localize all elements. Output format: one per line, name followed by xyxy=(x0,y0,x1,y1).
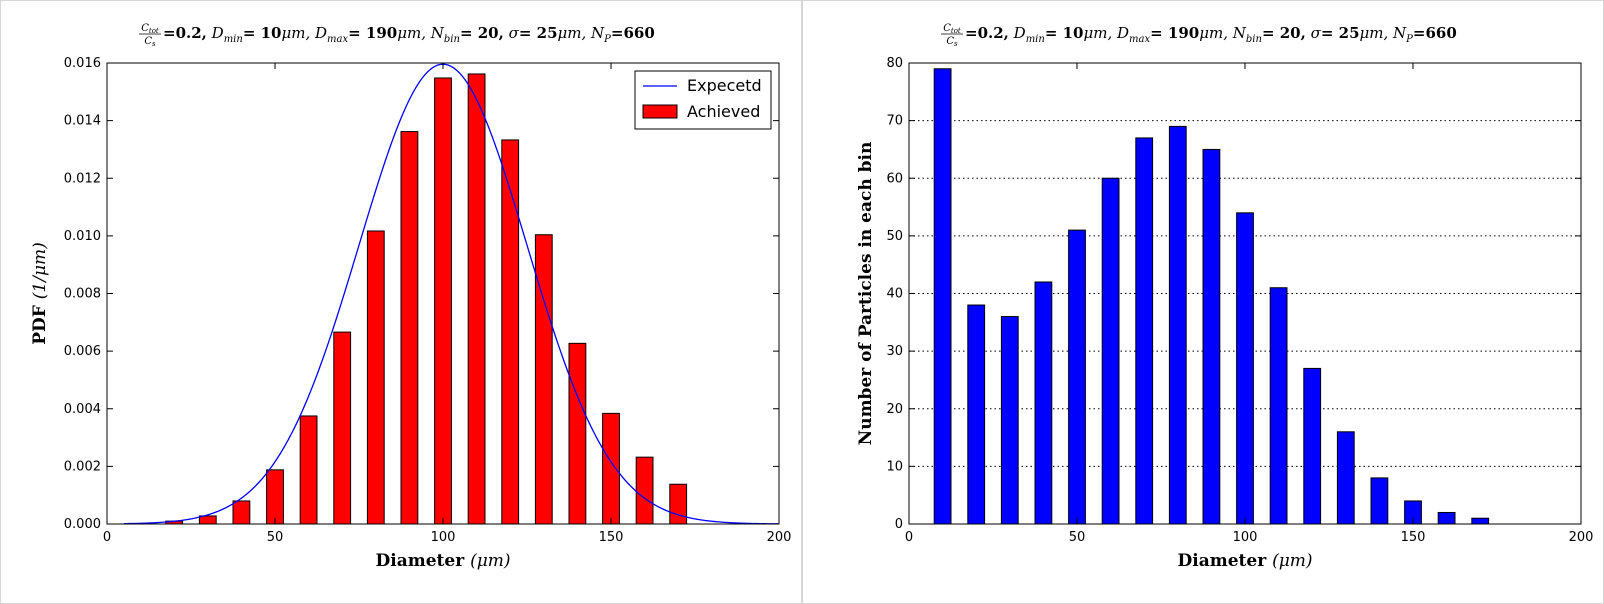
legend-box xyxy=(634,70,772,130)
y-tick-label: 0.004 xyxy=(64,402,101,417)
title-text: =0.2, Dmin= 10μm, Dmax= 190μm, Nbin= 20,… xyxy=(965,24,1457,45)
title-fraction-numerator: Ctot xyxy=(943,23,961,35)
y-axis-label: Number of Particles in each bin xyxy=(856,142,876,446)
title-fraction-denominator: Cs xyxy=(946,36,958,48)
bar xyxy=(1303,367,1322,525)
legend-label-expected: Expecetd xyxy=(687,76,762,95)
title-text: =0.2, Dmin= 10μm, Dmax= 190μm, Nbin= 20,… xyxy=(163,24,655,45)
y-tick-label: 0.008 xyxy=(64,287,101,302)
bar xyxy=(467,73,486,525)
bar xyxy=(602,412,620,525)
x-tick-label: 200 xyxy=(767,530,792,545)
bar xyxy=(1034,281,1053,525)
y-tick-label: 50 xyxy=(886,229,903,244)
y-tick-label: 0.012 xyxy=(64,171,101,186)
bar xyxy=(299,415,318,525)
expected-curve xyxy=(123,63,780,525)
y-tick-label: 0.000 xyxy=(64,517,101,532)
legend: Expecetd Achieved xyxy=(634,70,772,130)
bar xyxy=(1168,125,1187,525)
bar xyxy=(568,342,587,525)
x-tick-label: 50 xyxy=(267,530,284,545)
bar xyxy=(534,234,553,525)
bar xyxy=(266,469,284,525)
bar xyxy=(669,483,688,525)
y-tick-label: 20 xyxy=(886,402,903,417)
y-tick-label: 0 xyxy=(895,517,903,532)
pdf-chart: 0 50 100 150 200 0.000 0.002 0.004 0.006 0.008 0.0… xyxy=(30,23,792,571)
title-fraction-denominator: Cs xyxy=(144,36,156,48)
y-tick-label: 0.002 xyxy=(64,459,101,474)
count-chart-panel: 0 50 100 150 200 0 10 20 30 40 50 60 70 80 Diameter (μ… xyxy=(802,0,1604,604)
x-axis-label: Diameter (μm) xyxy=(1178,551,1313,571)
bar xyxy=(1437,511,1456,525)
x-tick-label: 0 xyxy=(905,530,913,545)
bars xyxy=(165,73,688,525)
bar xyxy=(434,77,452,525)
y-tick-label: 10 xyxy=(886,459,903,474)
y-tick-label: 70 xyxy=(886,114,903,129)
bar xyxy=(967,304,986,525)
bar xyxy=(501,139,520,525)
bar xyxy=(1471,517,1490,525)
y-tick-label: 40 xyxy=(886,287,903,302)
x-tick-label: 100 xyxy=(1233,530,1258,545)
bar xyxy=(1202,148,1221,525)
legend-label-achieved: Achieved xyxy=(687,102,760,121)
y-tick-label: 0.010 xyxy=(64,229,101,244)
bar xyxy=(635,456,654,525)
title-fraction-numerator: Ctot xyxy=(141,23,159,35)
x-tick-label: 0 xyxy=(103,530,111,545)
bar xyxy=(933,68,952,525)
x-tick-label: 150 xyxy=(599,530,624,545)
x-tick-label: 50 xyxy=(1069,530,1086,545)
bar xyxy=(400,131,419,525)
legend-bar-swatch xyxy=(642,104,678,119)
bar xyxy=(1269,287,1288,525)
y-tick-label: 30 xyxy=(886,344,903,359)
bars xyxy=(933,68,1490,525)
y-tick-label: 0.006 xyxy=(64,344,101,359)
bar xyxy=(1101,177,1120,525)
y-tick-label: 0.016 xyxy=(64,56,101,71)
x-tick-label: 100 xyxy=(431,530,456,545)
y-tick-label: 80 xyxy=(886,56,903,71)
bar xyxy=(333,331,352,525)
bar xyxy=(232,500,251,525)
y-tick-label: 0.014 xyxy=(64,114,101,129)
y-tick-label: 60 xyxy=(886,171,903,186)
bar xyxy=(1135,137,1154,525)
bar xyxy=(1068,229,1086,525)
bar xyxy=(1236,212,1254,525)
ticks: 0 50 100 150 200 0.000 0.002 0.004 0.006 0.008 0.0… xyxy=(64,56,792,545)
bar xyxy=(366,230,385,525)
x-axis-label: Diameter (μm) xyxy=(376,551,511,571)
bar xyxy=(1370,477,1389,525)
pdf-chart-panel: 0 50 100 150 200 0.000 0.002 0.004 0.006 0.008 0.0… xyxy=(0,0,802,604)
y-axis-label: PDF (1/μm) xyxy=(30,242,50,345)
x-tick-label: 200 xyxy=(1569,530,1594,545)
bar xyxy=(1000,316,1019,525)
x-tick-label: 150 xyxy=(1401,530,1426,545)
bar xyxy=(1336,431,1355,525)
ticks: 0 50 100 150 200 0 10 20 30 40 50 60 70 80 xyxy=(886,56,1593,545)
count-chart: 0 50 100 150 200 0 10 20 30 40 50 60 70 80 Diameter (μ… xyxy=(856,23,1593,571)
